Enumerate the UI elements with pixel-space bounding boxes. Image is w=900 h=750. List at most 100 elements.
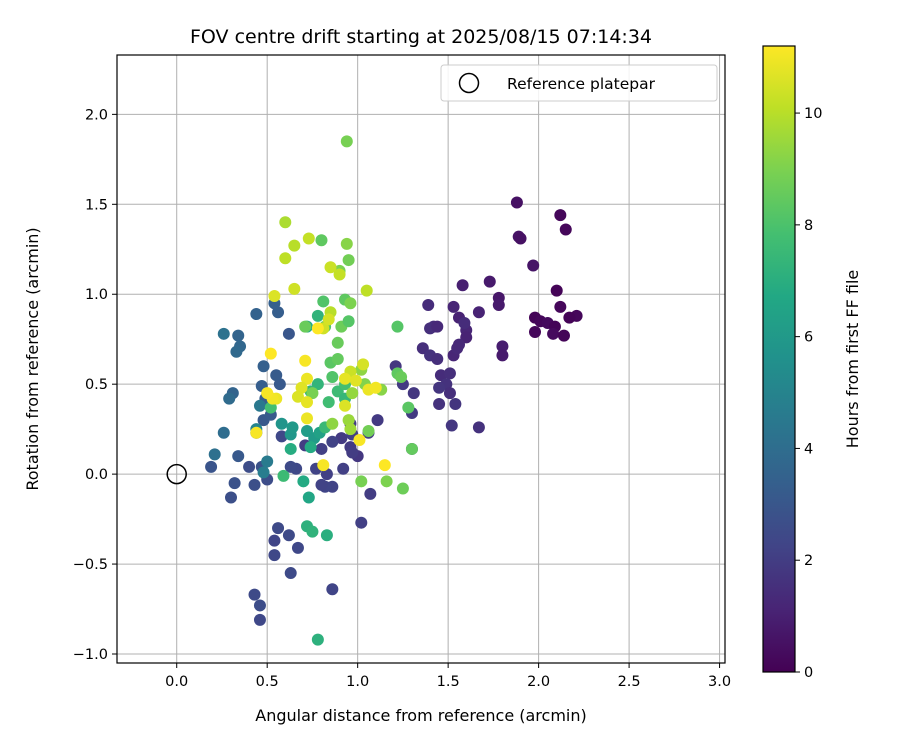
data-point bbox=[554, 300, 567, 313]
data-point bbox=[257, 466, 270, 479]
data-point bbox=[339, 399, 351, 412]
data-point bbox=[402, 401, 415, 414]
data-point bbox=[270, 369, 283, 382]
colorbar-tick-label: 8 bbox=[804, 218, 813, 234]
data-point bbox=[291, 390, 304, 403]
data-point bbox=[433, 381, 446, 394]
data-point bbox=[492, 299, 505, 312]
colorbar-tick-label: 6 bbox=[804, 330, 813, 346]
data-point bbox=[326, 435, 339, 448]
data-point bbox=[205, 460, 218, 473]
data-point bbox=[339, 372, 351, 385]
reference-platepar-marker bbox=[166, 463, 187, 485]
data-point bbox=[225, 491, 237, 504]
axis-ticks: 0.0 0.5 1.0 1.5 2.0 2.5 3.0 −1.0 −0.5 0.0 0.5 1.0 1.… bbox=[73, 107, 731, 690]
data-point bbox=[342, 414, 355, 427]
data-point bbox=[443, 367, 456, 380]
legend-box bbox=[440, 64, 718, 102]
y-tick-label: 1.5 bbox=[85, 197, 108, 213]
reference-marker bbox=[166, 463, 187, 485]
data-point bbox=[378, 459, 391, 472]
data-point bbox=[527, 259, 540, 272]
data-point bbox=[284, 460, 297, 473]
data-point bbox=[261, 455, 274, 468]
data-point bbox=[335, 432, 348, 445]
data-point bbox=[257, 360, 270, 373]
colorbar-tick-label: 10 bbox=[804, 106, 822, 122]
data-point bbox=[472, 421, 485, 434]
data-point bbox=[529, 326, 541, 339]
data-point bbox=[340, 135, 353, 148]
data-point bbox=[431, 320, 444, 333]
data-point bbox=[337, 462, 350, 475]
data-point bbox=[228, 477, 241, 490]
y-axis-label: Rotation from reference (arcmin) bbox=[23, 227, 42, 490]
data-point bbox=[301, 372, 313, 385]
data-point bbox=[286, 421, 299, 434]
data-point bbox=[369, 381, 382, 394]
data-points bbox=[205, 135, 583, 646]
colorbar-ticks: 0 2 4 6 8 10 bbox=[795, 106, 822, 681]
data-point bbox=[331, 336, 344, 349]
data-point bbox=[277, 469, 290, 482]
chart-title: FOV centre drift starting at 2025/08/15 … bbox=[190, 26, 652, 48]
x-tick-label: 3.0 bbox=[708, 674, 731, 690]
data-point bbox=[268, 534, 281, 547]
data-point bbox=[496, 340, 509, 353]
y-tick-label: 1.0 bbox=[85, 287, 108, 303]
data-point bbox=[275, 430, 288, 443]
data-point bbox=[395, 370, 408, 383]
data-point bbox=[344, 423, 357, 436]
data-point bbox=[282, 529, 295, 542]
data-point bbox=[333, 268, 346, 281]
data-point bbox=[315, 442, 328, 455]
data-point bbox=[264, 347, 277, 360]
data-point bbox=[295, 381, 308, 394]
data-point bbox=[433, 397, 446, 410]
data-point bbox=[317, 295, 330, 308]
colorbar-tick-label: 4 bbox=[804, 441, 813, 457]
data-point bbox=[301, 412, 313, 425]
legend-marker-reference bbox=[458, 72, 480, 94]
data-point bbox=[331, 353, 344, 365]
data-point bbox=[353, 433, 366, 446]
data-point bbox=[311, 378, 324, 391]
data-point bbox=[434, 369, 447, 382]
colorbar-tick-label: 2 bbox=[804, 553, 813, 569]
data-point bbox=[284, 442, 297, 455]
data-point bbox=[362, 424, 375, 437]
data-point bbox=[326, 417, 339, 430]
data-point bbox=[311, 309, 324, 322]
data-point bbox=[268, 549, 281, 562]
data-point bbox=[284, 567, 297, 580]
data-point bbox=[302, 232, 315, 245]
y-tick-label: 0.0 bbox=[85, 467, 108, 483]
data-point bbox=[208, 448, 221, 461]
data-point bbox=[288, 239, 301, 252]
colorbar-gradient bbox=[762, 45, 796, 673]
data-point bbox=[311, 322, 324, 335]
data-point bbox=[322, 313, 335, 326]
data-point bbox=[391, 320, 404, 333]
data-point bbox=[346, 446, 359, 459]
data-point bbox=[447, 300, 460, 313]
data-point bbox=[554, 209, 567, 222]
data-point bbox=[272, 522, 285, 535]
data-point bbox=[449, 397, 462, 410]
data-point bbox=[322, 396, 335, 409]
data-point bbox=[396, 482, 409, 495]
data-point bbox=[547, 327, 560, 340]
legend: Reference platepar bbox=[440, 64, 718, 102]
data-point bbox=[346, 387, 359, 400]
data-point bbox=[342, 254, 355, 267]
data-point bbox=[306, 525, 319, 538]
data-point bbox=[315, 478, 328, 491]
data-point bbox=[557, 329, 570, 342]
data-point bbox=[405, 442, 418, 455]
data-point bbox=[456, 279, 469, 292]
colorbar-tick-label: 0 bbox=[804, 665, 813, 681]
plot-frame bbox=[116, 54, 726, 664]
data-point bbox=[299, 320, 312, 333]
data-point bbox=[496, 349, 509, 362]
data-point bbox=[324, 261, 337, 274]
